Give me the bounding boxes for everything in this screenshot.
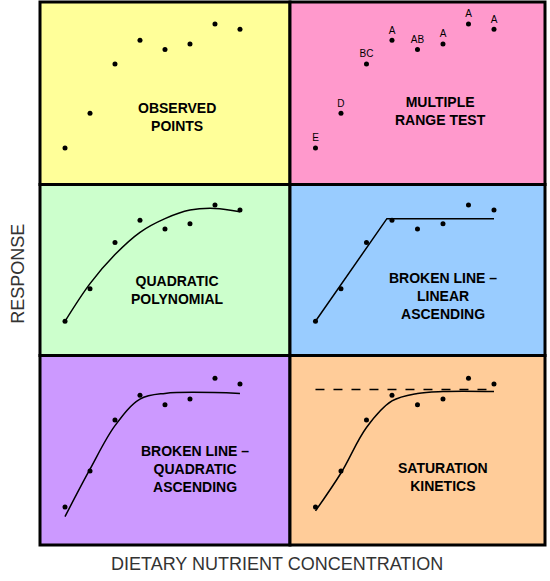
svg-text:AB: AB [411,34,425,45]
svg-text:A: A [389,25,396,36]
svg-text:QUADRATICPOLYNOMIAL: QUADRATICPOLYNOMIAL [131,273,223,307]
svg-text:BROKEN LINE –QUADRATICASCENDIN: BROKEN LINE –QUADRATICASCENDING [141,443,249,495]
svg-text:SATURATIONKINETICS: SATURATIONKINETICS [398,460,488,494]
svg-text:BROKEN LINE –LINEARASCENDING: BROKEN LINE –LINEARASCENDING [389,270,497,322]
svg-text:MULTIPLERANGE TEST: MULTIPLERANGE TEST [395,94,486,128]
svg-text:BC: BC [360,48,374,59]
svg-text:RESPONSE: RESPONSE [8,224,28,324]
svg-text:OBSERVEDPOINTS: OBSERVEDPOINTS [138,100,216,134]
svg-text:A: A [491,14,498,25]
svg-text:E: E [312,132,319,143]
svg-text:DIETARY NUTRIENT CONCENTRATION: DIETARY NUTRIENT CONCENTRATION [111,554,443,574]
svg-text:A: A [440,28,447,39]
svg-text:D: D [337,98,344,109]
svg-text:A: A [465,8,472,19]
